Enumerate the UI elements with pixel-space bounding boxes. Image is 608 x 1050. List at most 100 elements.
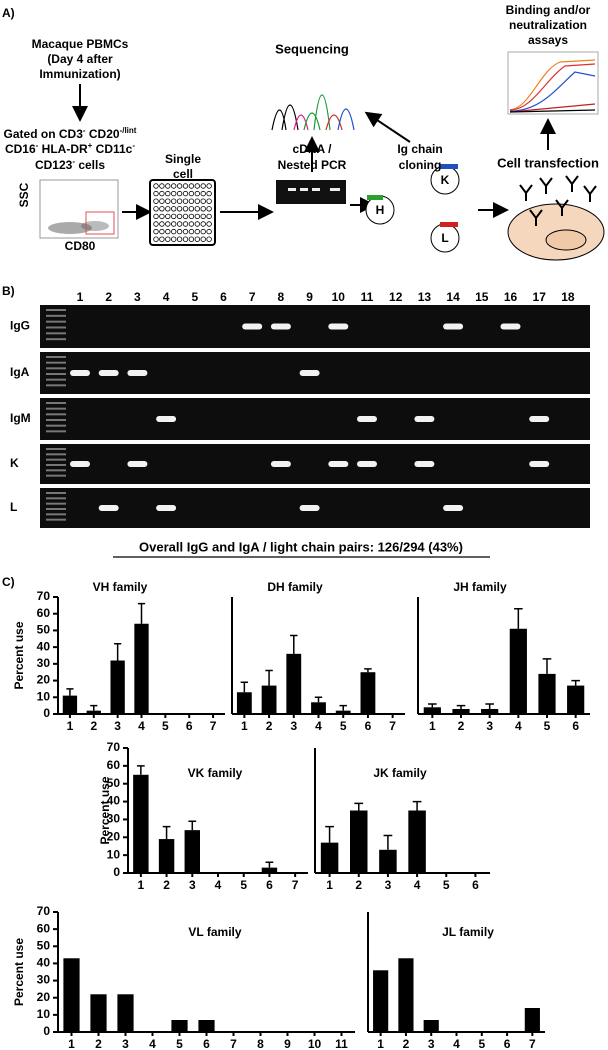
well — [182, 183, 189, 189]
well — [188, 190, 195, 197]
well — [159, 221, 165, 227]
well — [165, 228, 171, 235]
gel-row-label: IgA — [10, 365, 30, 379]
chain-label: H — [376, 203, 385, 217]
x-tick-label: 4 — [315, 719, 322, 733]
gate — [85, 211, 115, 235]
well — [165, 190, 171, 197]
error-bar — [339, 704, 347, 711]
well — [159, 228, 165, 235]
gating-text: CD16- HLA-DR+ CD11c- — [5, 141, 135, 157]
error-bar — [66, 688, 74, 696]
ladder-band — [46, 502, 66, 505]
well — [176, 221, 183, 227]
ladder-band — [46, 384, 66, 387]
well — [194, 213, 200, 220]
x-tick-label: 4 — [138, 719, 145, 733]
well — [200, 190, 206, 197]
error-bar — [383, 834, 393, 850]
superscript: - — [36, 141, 39, 150]
panel-label: C) — [2, 575, 15, 589]
well — [206, 236, 212, 242]
y-tick-label: 50 — [37, 938, 51, 952]
bar — [335, 710, 351, 714]
bar — [86, 710, 101, 714]
lane-label: 4 — [163, 290, 170, 304]
chart-title: VH family — [93, 580, 148, 594]
well — [194, 228, 200, 235]
step-text: cDNA / — [293, 142, 333, 156]
x-tick-label: 6 — [266, 878, 273, 892]
ladder-band — [46, 407, 66, 410]
step-text: Ig chain — [397, 142, 442, 156]
well — [200, 236, 206, 242]
x-tick-label: 6 — [504, 1037, 511, 1050]
lane-label: 2 — [105, 290, 112, 304]
y-tick-label: 60 — [37, 921, 51, 935]
ladder-band — [46, 309, 66, 311]
bar — [373, 970, 389, 1032]
bar — [320, 842, 339, 873]
well — [194, 190, 200, 197]
gel-band — [70, 461, 90, 467]
bar — [423, 707, 441, 714]
bar — [198, 1020, 215, 1032]
pcr-bands — [288, 188, 340, 191]
y-tick-label: 0 — [113, 865, 120, 879]
panel-label: A) — [2, 6, 15, 20]
x-tick-label: 7 — [230, 1037, 237, 1050]
x-tick-label: 7 — [529, 1037, 536, 1050]
antibodies — [519, 175, 597, 226]
well — [165, 183, 171, 189]
well — [153, 228, 159, 235]
well — [159, 183, 165, 189]
well — [153, 236, 159, 242]
gel-row-label: IgG — [10, 319, 30, 333]
source-text: Macaque PBMCs — [32, 37, 129, 51]
bar — [567, 685, 585, 714]
error-bar — [456, 704, 466, 709]
ladder-band — [46, 458, 66, 461]
x-tick-label: 5 — [544, 719, 551, 733]
error-bar — [354, 802, 364, 811]
gel-band — [357, 416, 377, 422]
well — [170, 206, 177, 212]
gating-part: Gated on CD3 — [4, 127, 84, 141]
lane-label: 11 — [361, 290, 374, 304]
superscript: + — [88, 141, 93, 150]
bar — [90, 994, 107, 1032]
x-tick-label: 1 — [429, 719, 436, 733]
gel-row-label: L — [10, 500, 17, 514]
gel-band — [270, 323, 291, 330]
x-tick-label: 3 — [486, 719, 493, 733]
ladder-band — [46, 518, 66, 521]
y-axis-label: Percent use — [98, 776, 112, 844]
error-bar — [571, 679, 580, 686]
error-bar — [325, 825, 334, 843]
x-tick-label: 1 — [241, 719, 248, 733]
x-tick-label: 5 — [162, 719, 169, 733]
y-tick-label: 50 — [37, 623, 51, 637]
chart-title: VL family — [188, 925, 241, 939]
ladder-band — [46, 430, 66, 433]
y-tick-label: 10 — [107, 847, 121, 861]
well — [200, 183, 206, 189]
ladder-band — [46, 338, 66, 341]
x-tick-label: 1 — [68, 1037, 75, 1050]
step-text: Sequencing — [275, 41, 349, 56]
well — [165, 236, 171, 242]
lane-label: 16 — [504, 290, 518, 304]
y-tick-label: 70 — [107, 740, 121, 754]
x-tick-label: 4 — [414, 878, 421, 892]
step-text: cloning — [399, 158, 442, 172]
error-bar — [240, 681, 249, 693]
facs-dots — [48, 221, 109, 234]
gel — [40, 305, 590, 528]
assay-curves — [509, 59, 596, 113]
well — [188, 236, 195, 242]
well — [153, 198, 159, 204]
x-tick-label: 10 — [308, 1037, 322, 1050]
well — [194, 183, 200, 189]
well — [159, 206, 165, 212]
